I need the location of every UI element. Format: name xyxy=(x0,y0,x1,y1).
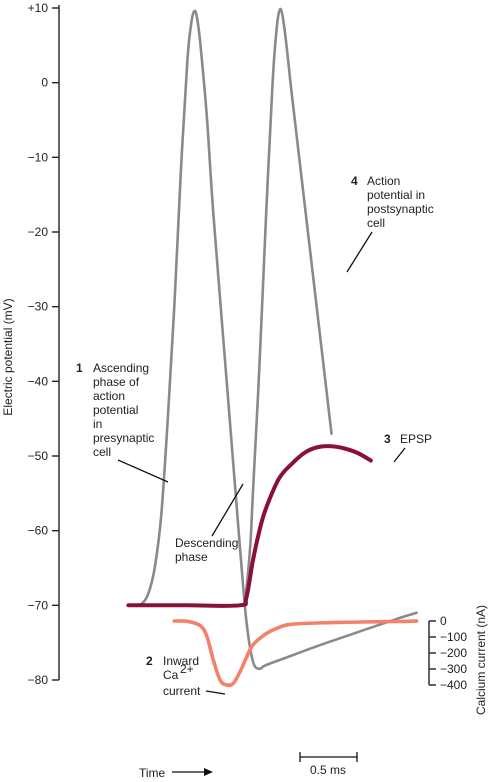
annotation-descending-leader xyxy=(211,483,244,537)
left-axis-ticks: +10 0 −10 −20 −30 −40 −50 −60 −70 −80 xyxy=(28,1,59,687)
left-tick-label: −60 xyxy=(28,524,49,538)
annotation-4-number: 4 xyxy=(351,174,358,188)
annotation-1-line-1: Ascending xyxy=(93,361,149,375)
right-tick-label: −100 xyxy=(440,630,467,644)
annotation-4-line-3: postsynaptic xyxy=(367,202,434,216)
right-tick-label: −400 xyxy=(440,678,467,692)
annotation-4-line-2: potential in xyxy=(367,188,425,202)
scale-bar-label: 0.5 ms xyxy=(310,763,346,777)
annotation-epsp: 3 EPSP xyxy=(384,432,432,463)
annotation-postsynaptic-action-potential: 4 Action potential in postsynaptic cell xyxy=(346,174,434,273)
annotation-descending-phase: Descending phase xyxy=(175,483,244,564)
annotation-1-line-2: phase of xyxy=(93,375,140,389)
series-layer xyxy=(126,7,419,688)
right-axis-label: Calcium current (nA) xyxy=(474,605,488,715)
annotation-ascending-phase: 1 Ascending phase of action potential in… xyxy=(76,361,169,483)
left-tick-label: +10 xyxy=(28,1,49,15)
left-tick-label: −30 xyxy=(28,300,49,314)
right-tick-label: −300 xyxy=(440,662,467,676)
annotation-1-line-3: action xyxy=(93,389,125,403)
annotation-2-line-2: Ca xyxy=(163,668,179,682)
annotation-4-line-4: cell xyxy=(367,216,385,230)
left-tick-label: −80 xyxy=(28,673,49,687)
annotation-1-line-7: cell xyxy=(93,445,111,459)
annotation-3-number: 3 xyxy=(384,432,391,446)
left-tick-label: −20 xyxy=(28,225,49,239)
annotation-2-leader xyxy=(205,690,226,695)
series-postsynaptic-line xyxy=(242,7,333,607)
time-arrow-head xyxy=(204,768,213,776)
time-scale-bar: 0.5 ms xyxy=(299,752,358,777)
annotation-4-leader xyxy=(346,231,373,273)
annotation-3-leader xyxy=(393,447,406,463)
left-tick-label: −10 xyxy=(28,150,49,164)
annotation-3-line-1: EPSP xyxy=(400,432,432,446)
annotation-2-line-3: current xyxy=(163,684,201,698)
annotation-descending-line-2: phase xyxy=(175,550,208,564)
annotation-1-number: 1 xyxy=(76,361,83,375)
series-calcium-line xyxy=(172,619,419,688)
left-tick-label: −50 xyxy=(28,449,49,463)
annotation-calcium-current: 2 Inward Ca 2+ current xyxy=(146,654,226,698)
time-axis-label: Time xyxy=(139,766,213,780)
right-axis: 0 −100 −200 −300 −400 Calcium current (nA) xyxy=(428,605,488,715)
annotation-2-number: 2 xyxy=(146,654,153,668)
annotation-1-line-5: in xyxy=(93,417,102,431)
right-tick-label: 0 xyxy=(440,614,447,628)
annotation-1-line-4: potential xyxy=(93,403,138,417)
annotation-descending-line-1: Descending xyxy=(175,536,238,550)
time-label: Time xyxy=(139,766,166,780)
series-epsp-line xyxy=(126,444,373,608)
left-tick-label: −70 xyxy=(28,598,49,612)
right-axis-ticks: 0 −100 −200 −300 −400 xyxy=(429,614,467,692)
annotation-2-line-1: Inward xyxy=(163,654,199,668)
annotation-4-line-1: Action xyxy=(367,174,400,188)
annotation-1-leader xyxy=(117,459,169,483)
annotation-1-line-6: presynaptic xyxy=(93,431,154,445)
left-axis: +10 0 −10 −20 −30 −40 −50 −60 −70 −80 Electric po… xyxy=(1,1,60,687)
left-tick-label: 0 xyxy=(41,76,48,90)
left-axis-label: Electric potential (mV) xyxy=(1,298,15,415)
left-tick-label: −40 xyxy=(28,374,49,388)
series-presynaptic-line xyxy=(133,9,418,671)
right-tick-label: −200 xyxy=(440,646,467,660)
annotation-2-superscript: 2+ xyxy=(180,662,194,676)
